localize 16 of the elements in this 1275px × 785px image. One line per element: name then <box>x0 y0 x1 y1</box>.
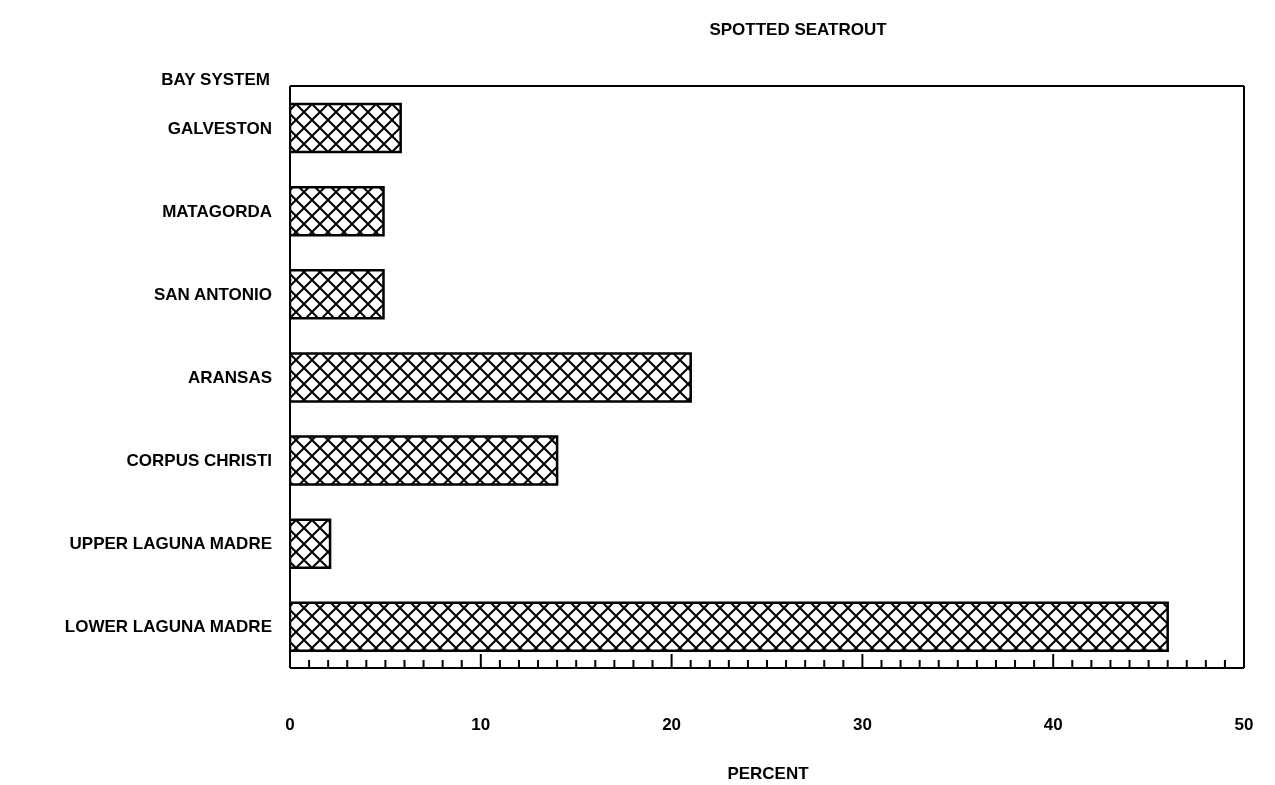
y-tick-label: UPPER LAGUNA MADRE <box>69 534 272 554</box>
y-tick-label: CORPUS CHRISTI <box>126 451 272 471</box>
y-axis-title: BAY SYSTEM <box>160 70 270 90</box>
chart-title: SPOTTED SEATROUT <box>708 20 888 40</box>
y-tick-label: LOWER LAGUNA MADRE <box>64 617 272 637</box>
x-tick-label: 50 <box>1234 715 1254 734</box>
y-tick-label: GALVESTON <box>167 118 272 138</box>
x-axis-title: PERCENT <box>726 764 810 784</box>
y-tick-label: ARANSAS <box>187 368 272 387</box>
y-tick-label: SAN ANTONIO <box>153 284 272 304</box>
y-tick-label: MATAGORDA <box>162 201 272 221</box>
x-tick-label: 40 <box>1043 715 1063 734</box>
x-tick-label: 0 <box>285 715 295 734</box>
x-tick-label: 30 <box>852 715 872 734</box>
x-tick-label: 20 <box>662 715 682 734</box>
x-tick-label: 10 <box>471 715 491 734</box>
